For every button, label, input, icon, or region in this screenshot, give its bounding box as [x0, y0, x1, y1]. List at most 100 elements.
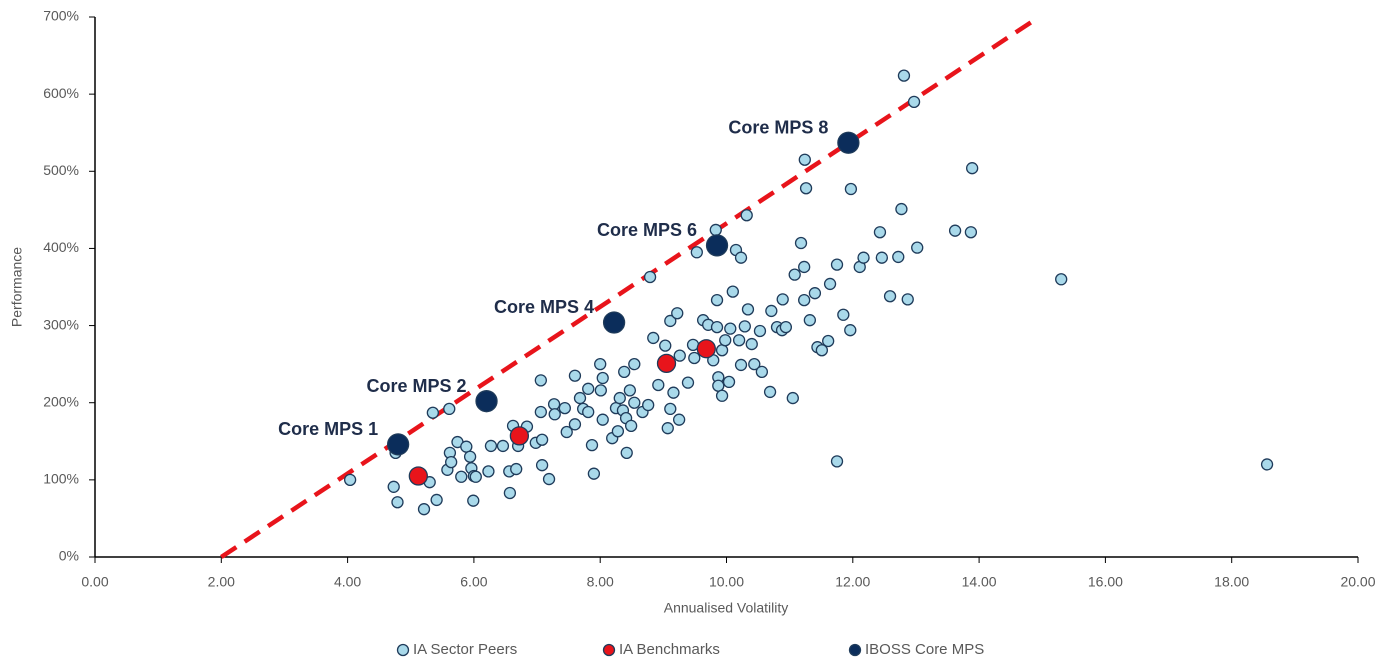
- legend-label: IA Benchmarks: [619, 641, 720, 658]
- point-label: Core MPS 2: [366, 376, 466, 396]
- point: [560, 425, 573, 439]
- x-tick-label: 16.00: [1088, 574, 1123, 590]
- point: [582, 405, 595, 419]
- point: [837, 308, 850, 321]
- y-tick-label: 0%: [59, 548, 79, 564]
- point: [715, 344, 729, 357]
- point: [799, 182, 813, 195]
- legend-marker: [848, 643, 862, 657]
- point: [788, 268, 801, 281]
- point-label: Core MPS 6: [597, 220, 697, 240]
- point: [883, 290, 897, 303]
- point: [755, 365, 769, 379]
- point: [585, 438, 599, 452]
- point: [467, 494, 480, 507]
- point: [786, 391, 799, 405]
- point: [408, 466, 428, 486]
- point: [710, 293, 724, 307]
- x-tick-label: 2.00: [208, 574, 235, 590]
- point: [659, 339, 672, 352]
- point: [647, 331, 660, 345]
- point: [534, 405, 547, 419]
- y-axis-label: Performance: [9, 247, 25, 327]
- point: [710, 320, 724, 334]
- point: [857, 251, 870, 264]
- point: [964, 226, 978, 239]
- x-tick-label: 10.00: [709, 574, 744, 590]
- point: [667, 386, 680, 399]
- x-tick-label: 12.00: [835, 574, 870, 590]
- point: [966, 162, 979, 175]
- point: [430, 493, 443, 507]
- x-tick-label: 4.00: [334, 574, 361, 590]
- point: [719, 334, 732, 347]
- y-tick-label: 500%: [43, 162, 79, 178]
- legend-label: IBOSS Core MPS: [865, 641, 984, 658]
- point: [387, 480, 400, 493]
- point: [875, 251, 888, 264]
- point: [613, 391, 626, 405]
- y-tick-label: 300%: [43, 316, 79, 332]
- point: [844, 324, 857, 337]
- point: [628, 396, 641, 409]
- point: [596, 413, 609, 426]
- point: [715, 389, 729, 402]
- point: [822, 334, 835, 348]
- point: [547, 398, 561, 411]
- point: [873, 226, 887, 239]
- point: [558, 401, 571, 415]
- point: [542, 472, 556, 486]
- x-tick-label: 6.00: [460, 574, 487, 590]
- point: [808, 287, 822, 300]
- point: [673, 349, 686, 362]
- point: [724, 322, 737, 335]
- x-tick-label: 18.00: [1214, 574, 1249, 590]
- point: [837, 131, 860, 154]
- point: [652, 378, 665, 392]
- x-axis-label: Annualised Volatility: [664, 600, 789, 616]
- point: [573, 391, 587, 405]
- point: [901, 293, 914, 306]
- point: [823, 277, 837, 291]
- point: [503, 486, 517, 500]
- point: [830, 455, 844, 468]
- point-label: Core MPS 4: [494, 297, 594, 317]
- point: [623, 384, 637, 397]
- point: [445, 455, 458, 469]
- point: [463, 450, 477, 463]
- point: [611, 425, 625, 438]
- point: [745, 337, 758, 351]
- point: [897, 69, 911, 82]
- point: [732, 334, 746, 347]
- point: [734, 251, 748, 264]
- x-tick-label: 0.00: [81, 574, 108, 590]
- legend-label: IA Sector Peers: [413, 641, 517, 658]
- point: [426, 406, 440, 419]
- y-tick-label: 600%: [43, 85, 79, 101]
- point: [830, 258, 844, 271]
- point: [794, 236, 808, 250]
- point: [672, 413, 686, 426]
- point: [496, 439, 510, 453]
- point: [892, 250, 905, 264]
- point: [582, 382, 595, 395]
- point: [460, 440, 473, 453]
- point: [510, 462, 523, 476]
- x-tick-label: 20.00: [1340, 574, 1375, 590]
- point: [722, 375, 736, 389]
- point: [594, 384, 607, 397]
- point: [671, 307, 684, 320]
- point: [535, 433, 549, 446]
- point: [664, 402, 677, 416]
- point: [482, 465, 495, 478]
- point: [779, 320, 793, 334]
- x-tick-label: 8.00: [587, 574, 614, 590]
- point: [484, 439, 498, 453]
- point: [948, 224, 962, 237]
- point: [907, 95, 921, 109]
- point: [548, 408, 561, 421]
- reference-line: [220, 15, 1041, 559]
- point: [618, 365, 631, 379]
